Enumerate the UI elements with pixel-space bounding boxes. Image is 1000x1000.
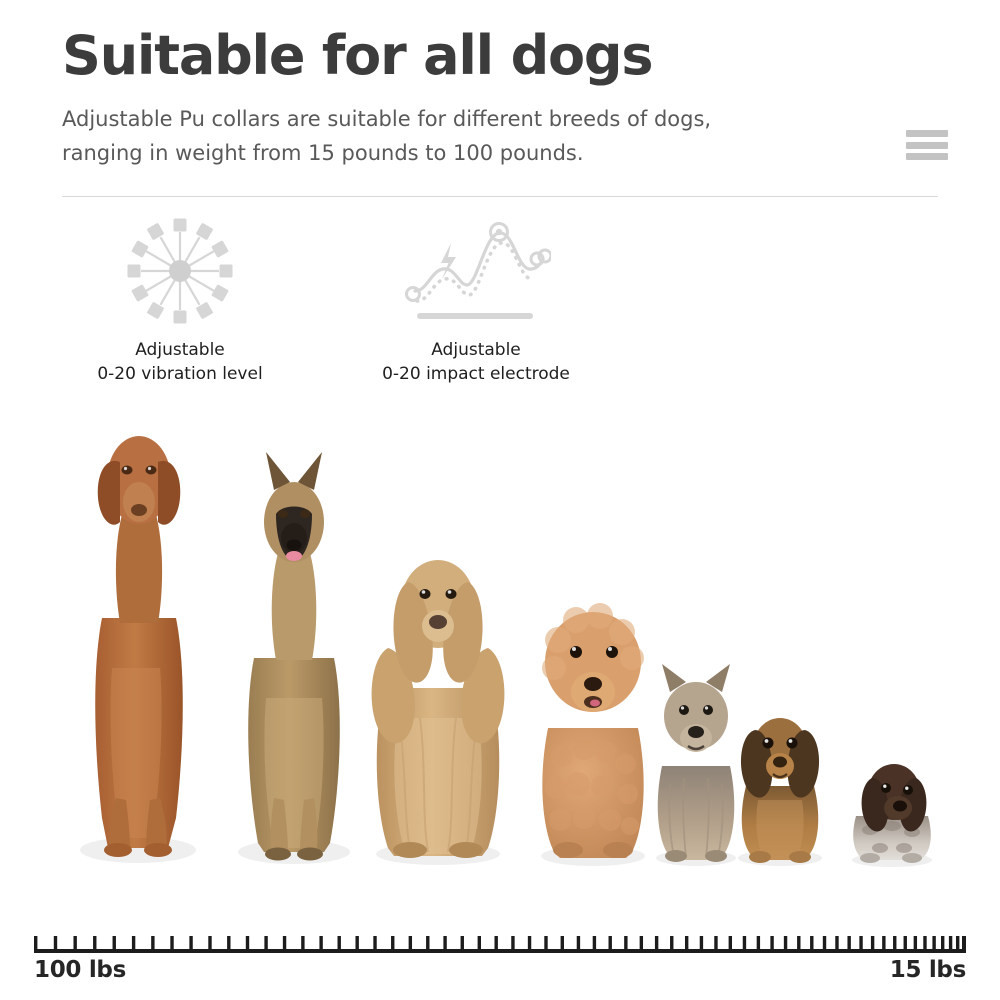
- header: Suitable for all dogs Adjustable Pu coll…: [62, 24, 948, 170]
- dog-yorkshire-terrier: [648, 658, 744, 868]
- weight-ruler: 100 lbs 15 lbs: [34, 925, 966, 991]
- dog-spaniel-puppy: [846, 754, 938, 868]
- dog-belgian-malinois: [228, 448, 360, 868]
- dog-vizsla: [68, 418, 208, 868]
- dog-toy-poodle: [528, 588, 658, 868]
- feature-detail-vibration: 0-20 vibration level: [97, 364, 263, 384]
- subtitle-line-1: Adjustable Pu collars are suitable for d…: [62, 107, 712, 131]
- feature-title-vibration: Adjustable: [135, 340, 225, 360]
- hamburger-bar-top: [906, 130, 948, 137]
- feature-caption-vibration: Adjustable 0-20 vibration level: [62, 338, 298, 386]
- hamburger-menu-icon[interactable]: [906, 130, 948, 160]
- subtitle-block: Adjustable Pu collars are suitable for d…: [62, 102, 948, 170]
- vibration-radial-icon: [62, 212, 298, 330]
- feature-list: Adjustable 0-20 vibration level: [62, 212, 594, 386]
- ruler-labels: 100 lbs 15 lbs: [34, 957, 966, 987]
- feature-detail-impact: 0-20 impact electrode: [382, 364, 570, 384]
- feature-caption-impact: Adjustable 0-20 impact electrode: [358, 338, 594, 386]
- page-title: Suitable for all dogs: [62, 24, 654, 87]
- dog-cocker-spaniel: [358, 518, 518, 868]
- feature-vibration: Adjustable 0-20 vibration level: [62, 212, 298, 386]
- header-divider: [62, 196, 938, 197]
- hamburger-bar-bottom: [906, 153, 948, 160]
- ruler-label-min-weight: 15 lbs: [889, 957, 967, 983]
- impact-electrode-waveform-icon: [358, 212, 594, 330]
- dog-dachshund-puppy: [728, 700, 832, 868]
- dog-size-lineup: [0, 408, 1000, 868]
- hamburger-bar-middle: [906, 141, 948, 149]
- feature-impact: Adjustable 0-20 impact electrode: [358, 212, 594, 386]
- feature-title-impact: Adjustable: [431, 340, 521, 360]
- ruler-label-max-weight: 100 lbs: [34, 957, 126, 983]
- subtitle-line-2: ranging in weight from 15 pounds to 100 …: [62, 141, 584, 165]
- ruler-scale: [34, 925, 966, 953]
